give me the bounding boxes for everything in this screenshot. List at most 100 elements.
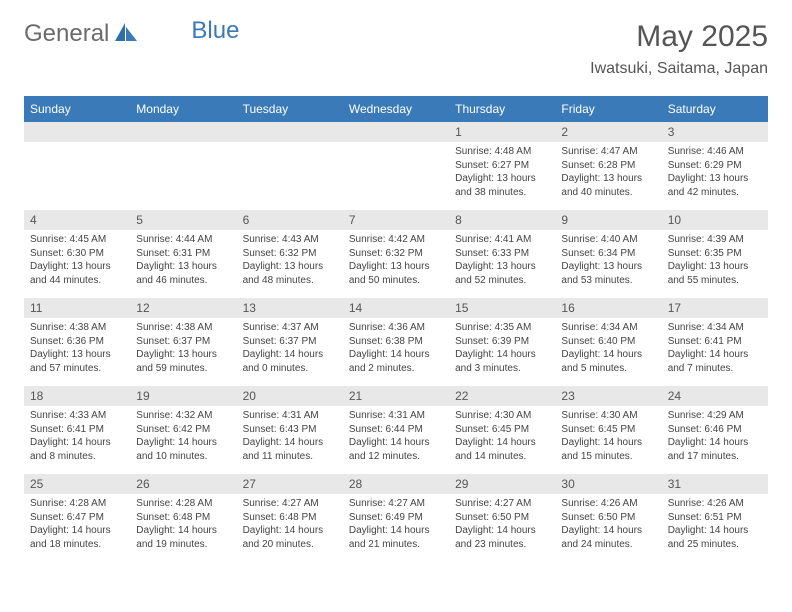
sunset-text: Sunset: 6:48 PM [136,511,230,525]
day-number: 4 [24,210,130,230]
calendar-cell: 18Sunrise: 4:33 AMSunset: 6:41 PMDayligh… [24,386,130,474]
calendar-week: 18Sunrise: 4:33 AMSunset: 6:41 PMDayligh… [24,386,768,474]
sunset-text: Sunset: 6:37 PM [136,335,230,349]
sunset-text: Sunset: 6:32 PM [243,247,337,261]
daylight-text: Daylight: 13 hours and 46 minutes. [136,260,230,287]
day-content: Sunrise: 4:27 AMSunset: 6:50 PMDaylight:… [449,494,555,555]
day-number [237,122,343,142]
calendar-cell: 12Sunrise: 4:38 AMSunset: 6:37 PMDayligh… [130,298,236,386]
day-number: 5 [130,210,236,230]
sunrise-text: Sunrise: 4:44 AM [136,233,230,247]
day-content: Sunrise: 4:30 AMSunset: 6:45 PMDaylight:… [449,406,555,467]
day-content: Sunrise: 4:44 AMSunset: 6:31 PMDaylight:… [130,230,236,291]
day-content: Sunrise: 4:40 AMSunset: 6:34 PMDaylight:… [555,230,661,291]
sunset-text: Sunset: 6:48 PM [243,511,337,525]
calendar-cell: 16Sunrise: 4:34 AMSunset: 6:40 PMDayligh… [555,298,661,386]
calendar-cell: 19Sunrise: 4:32 AMSunset: 6:42 PMDayligh… [130,386,236,474]
sunrise-text: Sunrise: 4:46 AM [668,145,762,159]
calendar-week: 11Sunrise: 4:38 AMSunset: 6:36 PMDayligh… [24,298,768,386]
sunrise-text: Sunrise: 4:26 AM [668,497,762,511]
sunrise-text: Sunrise: 4:34 AM [561,321,655,335]
calendar-cell: 23Sunrise: 4:30 AMSunset: 6:45 PMDayligh… [555,386,661,474]
calendar-cell: 27Sunrise: 4:27 AMSunset: 6:48 PMDayligh… [237,474,343,562]
sunset-text: Sunset: 6:32 PM [349,247,443,261]
location-subtitle: Iwatsuki, Saitama, Japan [590,60,768,78]
day-number: 12 [130,298,236,318]
calendar-cell: 7Sunrise: 4:42 AMSunset: 6:32 PMDaylight… [343,210,449,298]
day-content: Sunrise: 4:33 AMSunset: 6:41 PMDaylight:… [24,406,130,467]
day-content: Sunrise: 4:35 AMSunset: 6:39 PMDaylight:… [449,318,555,379]
calendar-cell [237,122,343,210]
daylight-text: Daylight: 14 hours and 5 minutes. [561,348,655,375]
sunrise-text: Sunrise: 4:48 AM [455,145,549,159]
sunset-text: Sunset: 6:35 PM [668,247,762,261]
sunset-text: Sunset: 6:47 PM [30,511,124,525]
day-number: 26 [130,474,236,494]
weekday-header: Wednesday [343,96,449,122]
title-block: May 2025 Iwatsuki, Saitama, Japan [590,20,768,78]
day-content: Sunrise: 4:28 AMSunset: 6:48 PMDaylight:… [130,494,236,555]
daylight-text: Daylight: 14 hours and 2 minutes. [349,348,443,375]
daylight-text: Daylight: 14 hours and 0 minutes. [243,348,337,375]
calendar-cell: 1 Sunrise: 4:48 AMSunset: 6:27 PMDaylight… [449,122,555,210]
day-content: Sunrise: 4:46 AMSunset: 6:29 PMDaylight:… [662,142,768,203]
day-number: 27 [237,474,343,494]
calendar-week: 4Sunrise: 4:45 AMSunset: 6:30 PMDaylight… [24,210,768,298]
sunrise-text: Sunrise: 4:39 AM [668,233,762,247]
day-number: 29 [449,474,555,494]
daylight-text: Daylight: 13 hours and 53 minutes. [561,260,655,287]
sunrise-text: Sunrise: 4:27 AM [455,497,549,511]
daylight-text: Daylight: 14 hours and 14 minutes. [455,436,549,463]
daylight-text: Daylight: 14 hours and 11 minutes. [243,436,337,463]
sunset-text: Sunset: 6:27 PM [455,159,549,173]
sunrise-text: Sunrise: 4:38 AM [136,321,230,335]
day-content: Sunrise: 4:41 AMSunset: 6:33 PMDaylight:… [449,230,555,291]
day-content: Sunrise: 4:39 AMSunset: 6:35 PMDaylight:… [662,230,768,291]
daylight-text: Daylight: 14 hours and 7 minutes. [668,348,762,375]
day-number: 20 [237,386,343,406]
sunrise-text: Sunrise: 4:38 AM [30,321,124,335]
day-number: 30 [555,474,661,494]
calendar-cell: 2Sunrise: 4:47 AMSunset: 6:28 PMDaylight… [555,122,661,210]
daylight-text: Daylight: 14 hours and 15 minutes. [561,436,655,463]
day-number: 8 [449,210,555,230]
calendar-cell: 22Sunrise: 4:30 AMSunset: 6:45 PMDayligh… [449,386,555,474]
sunset-text: Sunset: 6:49 PM [349,511,443,525]
calendar-cell: 31Sunrise: 4:26 AMSunset: 6:51 PMDayligh… [662,474,768,562]
sunrise-text: Sunrise: 4:32 AM [136,409,230,423]
calendar-cell: 8Sunrise: 4:41 AMSunset: 6:33 PMDaylight… [449,210,555,298]
sunset-text: Sunset: 6:29 PM [668,159,762,173]
day-number: 1 [449,122,555,142]
day-number: 19 [130,386,236,406]
day-content: Sunrise: 4:27 AMSunset: 6:49 PMDaylight:… [343,494,449,555]
calendar-cell: 21Sunrise: 4:31 AMSunset: 6:44 PMDayligh… [343,386,449,474]
day-content: Sunrise: 4:26 AMSunset: 6:51 PMDaylight:… [662,494,768,555]
daylight-text: Daylight: 14 hours and 21 minutes. [349,524,443,551]
day-content: Sunrise: 4:26 AMSunset: 6:50 PMDaylight:… [555,494,661,555]
sunset-text: Sunset: 6:37 PM [243,335,337,349]
day-content: Sunrise: 4:31 AMSunset: 6:44 PMDaylight:… [343,406,449,467]
sunrise-text: Sunrise: 4:43 AM [243,233,337,247]
daylight-text: Daylight: 13 hours and 38 minutes. [455,172,549,199]
day-number: 10 [662,210,768,230]
sunrise-text: Sunrise: 4:34 AM [668,321,762,335]
logo-text-general: General [24,20,109,48]
day-content: Sunrise: 4:34 AMSunset: 6:40 PMDaylight:… [555,318,661,379]
sunset-text: Sunset: 6:43 PM [243,423,337,437]
sunrise-text: Sunrise: 4:27 AM [349,497,443,511]
day-content: Sunrise: 4:45 AMSunset: 6:30 PMDaylight:… [24,230,130,291]
day-number [343,122,449,142]
day-number: 13 [237,298,343,318]
calendar-cell: 6Sunrise: 4:43 AMSunset: 6:32 PMDaylight… [237,210,343,298]
sunset-text: Sunset: 6:34 PM [561,247,655,261]
day-number: 11 [24,298,130,318]
sunrise-text: Sunrise: 4:36 AM [349,321,443,335]
day-number: 14 [343,298,449,318]
daylight-text: Daylight: 14 hours and 8 minutes. [30,436,124,463]
day-content: Sunrise: 4:34 AMSunset: 6:41 PMDaylight:… [662,318,768,379]
sunrise-text: Sunrise: 4:47 AM [561,145,655,159]
day-content: Sunrise: 4:27 AMSunset: 6:48 PMDaylight:… [237,494,343,555]
logo-text-blue: Blue [191,17,239,45]
day-content: Sunrise: 4:31 AMSunset: 6:43 PMDaylight:… [237,406,343,467]
sunrise-text: Sunrise: 4:42 AM [349,233,443,247]
